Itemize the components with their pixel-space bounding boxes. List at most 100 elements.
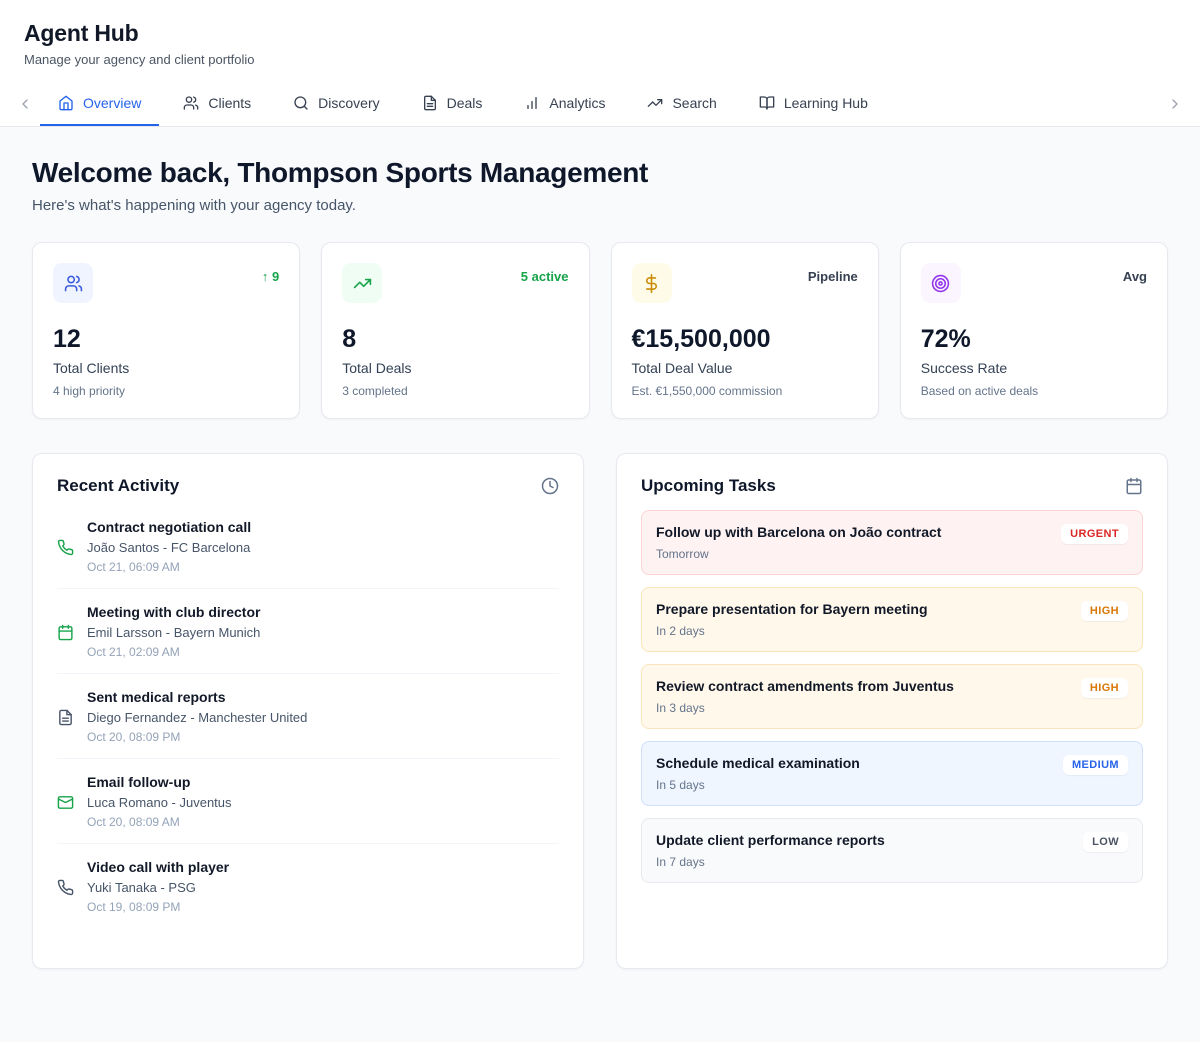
activity-list: Contract negotiation call João Santos - F…	[57, 504, 559, 928]
stat-card-top: Avg	[920, 263, 1147, 303]
activity-body: Meeting with club director Emil Larsson -…	[87, 604, 260, 659]
stat-card-total-deal-value: Pipeline €15,500,000 Total Deal Value Est. …	[610, 242, 879, 419]
users-icon	[183, 95, 199, 111]
task-title: Follow up with Barcelona on João contrac…	[656, 524, 942, 540]
phone-icon	[57, 861, 74, 914]
users-icon	[64, 274, 83, 293]
activity-body: Email follow-up Luca Romano - Juventus Oct…	[87, 774, 232, 829]
activity-body: Video call with player Yuki Tanaka - PSG O…	[87, 859, 229, 914]
task-due-date: Tomorrow	[656, 547, 709, 561]
tab-search[interactable]: Search	[629, 81, 734, 126]
task-body: Schedule medical examination In 5 days	[656, 755, 860, 792]
task-priority-badge: HIGH	[1080, 678, 1128, 698]
chevron-left-icon	[17, 96, 33, 112]
task-title: Update client performance reports	[656, 832, 885, 848]
calendar-icon	[57, 606, 74, 659]
tab-label: Deals	[446, 94, 483, 111]
app-header: Agent Hub Manage your agency and client …	[0, 0, 1200, 81]
task-priority-badge: LOW	[1083, 832, 1128, 852]
stat-subtext: Based on active deals	[920, 384, 1039, 398]
activity-title: Contract negotiation call	[87, 519, 252, 535]
app-title: Agent Hub	[24, 20, 139, 46]
activity-item: Video call with player Yuki Tanaka - PSG O…	[57, 844, 559, 928]
activity-title: Sent medical reports	[87, 689, 226, 705]
activity-body: Sent medical reports Diego Fernandez - Ma…	[87, 689, 307, 744]
stat-value: 12	[53, 325, 81, 353]
file-text-icon	[57, 691, 74, 744]
tabs-scroll-right-button[interactable]	[1160, 81, 1190, 126]
tab-clients[interactable]: Clients	[165, 81, 269, 126]
target-icon	[931, 274, 950, 293]
activity-timestamp: Oct 21, 06:09 AM	[87, 560, 180, 574]
task-due-date: In 3 days	[656, 701, 705, 715]
activity-timestamp: Oct 19, 08:09 PM	[87, 900, 181, 914]
calendar-icon	[1125, 477, 1143, 495]
activity-subtitle: Emil Larsson - Bayern Munich	[87, 625, 261, 640]
task-item[interactable]: Schedule medical examination In 5 days MED…	[641, 741, 1143, 806]
tab-analytics[interactable]: Analytics	[506, 81, 623, 126]
recent-activity-title: Recent Activity	[57, 476, 180, 495]
task-priority-badge: MEDIUM	[1062, 755, 1128, 775]
stat-card-top: Pipeline	[631, 263, 858, 303]
activity-item: Email follow-up Luca Romano - Juventus Oct…	[57, 759, 559, 844]
tabs-scroll-left-button[interactable]	[10, 81, 40, 126]
task-item[interactable]: Update client performance reports In 7 da…	[641, 818, 1143, 883]
task-due-date: In 5 days	[656, 778, 705, 792]
task-item[interactable]: Prepare presentation for Bayern meeting I…	[641, 587, 1143, 652]
activity-item: Contract negotiation call João Santos - F…	[57, 504, 559, 589]
welcome-title: Welcome back, Thompson Sports Management	[32, 157, 649, 188]
stat-card-total-clients: ↑ 9 12 Total Clients 4 high priority	[32, 242, 301, 419]
tab-bar: Overview Clients Discovery Deals Analytics Se…	[0, 81, 1200, 127]
task-priority-badge: HIGH	[1080, 601, 1128, 621]
activity-title: Video call with player	[87, 859, 230, 875]
stat-label: Success Rate	[920, 360, 1008, 376]
stat-subtext: 4 high priority	[53, 384, 126, 398]
stat-subtext: 3 completed	[342, 384, 408, 398]
stat-card-top: ↑ 9	[53, 263, 279, 303]
tab-deals[interactable]: Deals	[404, 81, 501, 126]
task-due-date: In 2 days	[656, 624, 705, 638]
task-body: Prepare presentation for Bayern meeting I…	[656, 601, 928, 638]
stat-label: Total Clients	[53, 360, 130, 376]
task-title: Prepare presentation for Bayern meeting	[656, 601, 928, 617]
task-list: Follow up with Barcelona on João contrac…	[641, 510, 1143, 883]
tab-label: Learning Hub	[783, 94, 868, 111]
panels-row: Recent Activity Contract negotiation cal…	[32, 453, 1168, 969]
activity-body: Contract negotiation call João Santos - F…	[87, 519, 251, 574]
clock-icon	[541, 477, 559, 495]
upcoming-tasks-panel: Upcoming Tasks Follow up with Barcelona …	[616, 453, 1168, 969]
file-text-icon	[422, 95, 438, 111]
tab-learning-hub[interactable]: Learning Hub	[741, 81, 886, 126]
stat-subtext: Est. €1,550,000 commission	[631, 384, 783, 398]
tab-overview[interactable]: Overview	[40, 81, 160, 126]
dollar-sign-icon	[642, 273, 661, 293]
bar-chart-icon	[524, 95, 540, 111]
book-open-icon	[759, 95, 775, 111]
stat-label: Total Deals	[342, 360, 412, 376]
tab-discovery[interactable]: Discovery	[275, 81, 397, 126]
task-item[interactable]: Review contract amendments from Juventus…	[641, 664, 1143, 729]
activity-title: Meeting with club director	[87, 604, 261, 620]
stat-icon-box	[631, 263, 672, 303]
task-priority-badge: URGENT	[1061, 524, 1128, 544]
mail-icon	[57, 776, 74, 829]
recent-activity-panel: Recent Activity Contract negotiation cal…	[32, 453, 584, 969]
stat-icon-box	[53, 263, 93, 303]
phone-icon	[57, 521, 74, 574]
tab-label: Search	[672, 94, 717, 111]
stat-card-total-deals: 5 active 8 Total Deals 3 completed	[321, 242, 590, 419]
task-title: Schedule medical examination	[656, 755, 860, 771]
recent-activity-header: Recent Activity	[57, 476, 559, 496]
stat-badge: 5 active	[520, 269, 569, 284]
stat-value: 72%	[920, 325, 971, 353]
app-subtitle: Manage your agency and client portfolio	[24, 52, 255, 67]
stat-card-success-rate: Avg 72% Success Rate Based on active deals	[899, 242, 1168, 419]
task-item[interactable]: Follow up with Barcelona on João contrac…	[641, 510, 1143, 575]
stat-badge: ↑ 9	[261, 269, 280, 284]
stat-label: Total Deal Value	[631, 360, 733, 376]
task-body: Review contract amendments from Juventus…	[656, 678, 954, 715]
task-body: Update client performance reports In 7 da…	[656, 832, 885, 869]
tab-label: Analytics	[549, 94, 606, 111]
activity-subtitle: Diego Fernandez - Manchester United	[87, 710, 308, 725]
tab-label: Clients	[208, 94, 252, 111]
